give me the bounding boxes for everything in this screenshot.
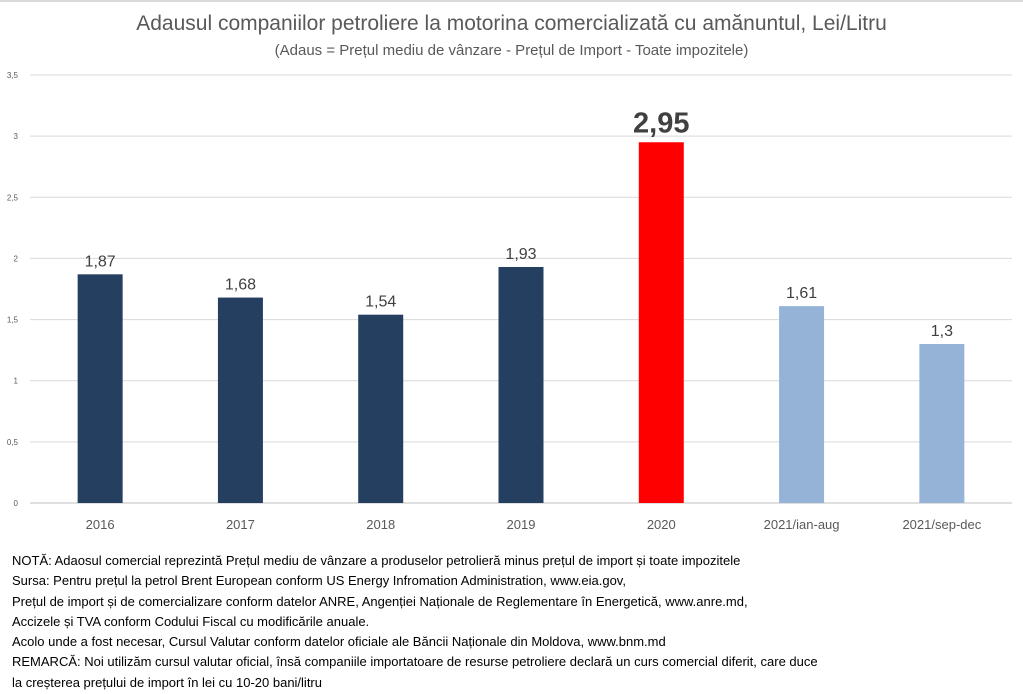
y-tick-label: 2,5 bbox=[7, 193, 19, 202]
note-line: Acolo unde a fost necesar, Cursul Valuta… bbox=[12, 634, 666, 650]
data-label: 1,93 bbox=[505, 246, 536, 263]
y-tick-label: 1,5 bbox=[7, 316, 19, 325]
x-tick-label: 2018 bbox=[366, 517, 395, 532]
bar bbox=[919, 344, 965, 503]
bar bbox=[77, 274, 123, 503]
note-line: Accizele și TVA conform Codului Fiscal c… bbox=[12, 613, 370, 629]
note-line: NOTĂ: Adaosul comercial reprezintă Prețu… bbox=[12, 553, 741, 568]
chart-subtitle: (Adaus = Prețul mediu de vânzare - Prețu… bbox=[274, 42, 749, 59]
y-tick-label: 2 bbox=[14, 254, 19, 263]
x-tick-label: 2021/ian-aug bbox=[764, 517, 840, 532]
data-label: 2,95 bbox=[633, 107, 689, 139]
bar bbox=[217, 297, 263, 503]
x-tick-label: 2016 bbox=[86, 517, 115, 532]
y-tick-label: 3 bbox=[14, 132, 19, 141]
y-tick-label: 1 bbox=[14, 377, 19, 386]
y-tick-label: 0 bbox=[14, 499, 19, 508]
data-label: 1,87 bbox=[85, 253, 116, 270]
note-line: la creșterea prețului de import în lei c… bbox=[12, 674, 322, 690]
x-tick-label: 2017 bbox=[226, 517, 255, 532]
y-tick-label: 0,5 bbox=[7, 438, 19, 447]
y-tick-label: 3,5 bbox=[7, 71, 19, 80]
note-line: Prețul de import și de comercializare co… bbox=[12, 593, 748, 609]
x-tick-label: 2021/sep-dec bbox=[902, 517, 981, 532]
x-tick-label: 2020 bbox=[647, 517, 676, 532]
data-label: 1,68 bbox=[225, 277, 256, 294]
notes: NOTĂ: Adaosul comercial reprezintă Prețu… bbox=[12, 551, 818, 693]
data-label: 1,3 bbox=[931, 323, 953, 340]
note-line: REMARCĂ: Noi utilizăm cursul valutar ofi… bbox=[12, 654, 818, 670]
bar bbox=[358, 314, 404, 503]
x-tick-label: 2019 bbox=[507, 517, 536, 532]
bar-chart: 0 0,5 1 1,5 2 2,5 3 3,5 1,87 2016 1,68 2017 1,54 2018… bbox=[7, 71, 1012, 532]
data-label: 1,61 bbox=[786, 285, 817, 302]
chart-title: Adausul companiilor petroliere la motori… bbox=[136, 12, 887, 35]
bar bbox=[638, 142, 684, 503]
bar bbox=[498, 266, 544, 503]
bar bbox=[779, 306, 825, 503]
note-line: Sursa: Pentru prețul la petrol Brent Eur… bbox=[12, 573, 626, 589]
data-label: 1,54 bbox=[365, 294, 396, 311]
